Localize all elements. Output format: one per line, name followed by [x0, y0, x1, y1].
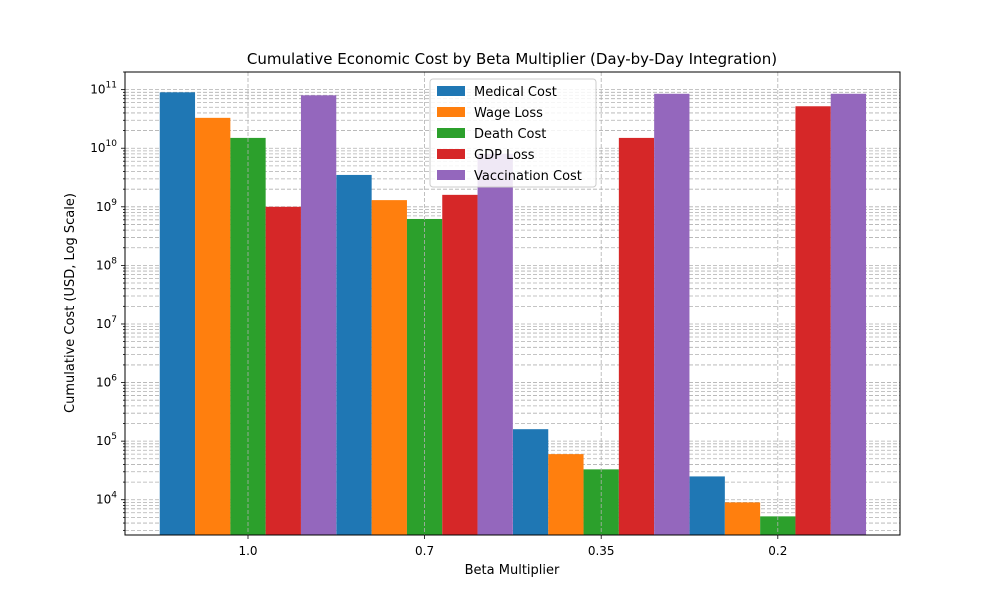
y-tick-label: 1011: [90, 81, 117, 97]
y-tick-label: 106: [96, 374, 117, 390]
bar-vaccination-cost-0.2: [830, 93, 867, 535]
bar-wage-loss-0.7: [371, 200, 407, 536]
x-tick-label: 0.35: [588, 544, 615, 558]
y-axis: 104 105 106 107 108 109 1010 1011: [90, 71, 125, 531]
bar-vaccination-cost-1.0: [300, 95, 337, 536]
legend-label: Medical Cost: [474, 85, 557, 100]
bars-layer: [159, 72, 867, 536]
legend-swatch: [437, 86, 465, 96]
legend-label: GDP Loss: [474, 148, 535, 163]
bar-gdp-loss-1.0: [265, 206, 301, 535]
y-tick-label: 109: [96, 198, 117, 214]
legend-label: Vaccination Cost: [474, 169, 582, 184]
legend-box: [429, 78, 597, 188]
plot-frame: [124, 71, 901, 536]
y-tick-label: 107: [96, 315, 117, 331]
legend: Medical Cost Wage Loss Death Cost GDP Loss V…: [429, 78, 597, 188]
bar-wage-loss-0.35: [548, 454, 584, 535]
bar-gdp-loss-0.7: [442, 194, 478, 535]
bar-gdp-loss-0.2: [795, 106, 831, 536]
bar-gdp-loss-0.35: [618, 137, 655, 535]
x-tick-label: 1.0: [238, 544, 257, 558]
bar-medical-cost-1.0: [159, 92, 196, 535]
legend-swatch: [437, 107, 465, 117]
y-tick-label: 104: [96, 491, 117, 507]
chart-title: Cumulative Economic Cost by Beta Multipl…: [247, 50, 777, 68]
x-tick-label: 0.7: [415, 544, 434, 558]
bar-wage-loss-0.2: [724, 502, 761, 535]
x-axis: 1.0 0.7 0.35 0.2: [238, 535, 787, 558]
x-tick-label: 0.2: [768, 544, 787, 558]
y-tick-label: 105: [96, 432, 117, 448]
legend-swatch: [437, 128, 465, 138]
bar-vaccination-cost-0.7: [477, 153, 513, 535]
bar-medical-cost-0.35: [512, 429, 549, 535]
legend-label: Death Cost: [474, 127, 546, 142]
bar-wage-loss-1.0: [195, 117, 231, 536]
y-tick-label: 1010: [90, 139, 117, 155]
y-axis-label: Cumulative Cost (USD, Log Scale): [63, 193, 78, 413]
x-axis-label: Beta Multiplier: [465, 563, 560, 578]
bar-vaccination-cost-0.35: [654, 93, 690, 535]
y-tick-label: 108: [96, 256, 117, 272]
bar-medical-cost-0.7: [336, 174, 372, 535]
bar-medical-cost-0.2: [689, 476, 725, 535]
legend-swatch: [437, 170, 465, 180]
legend-label: Wage Loss: [474, 106, 543, 121]
legend-swatch: [437, 149, 465, 159]
